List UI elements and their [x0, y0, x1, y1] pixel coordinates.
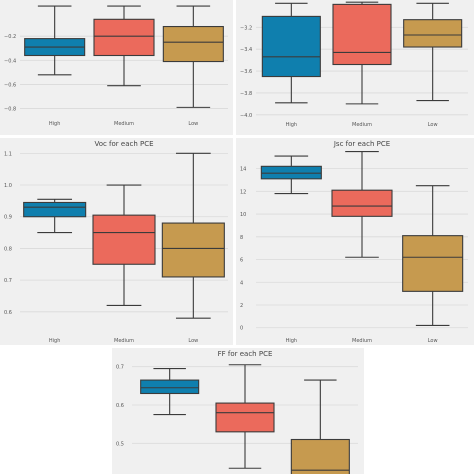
chart-panel-top-right: −3.2 −3.4 −3.6 −3.8 −4.0 High Medium Low	[236, 0, 474, 135]
box-high-ff	[140, 368, 200, 416]
chart-title: Voc for each PCE	[94, 140, 153, 148]
y-tick-label: 4	[240, 280, 243, 286]
box-high-tl	[24, 5, 86, 76]
box-low-ff	[290, 379, 350, 474]
box-medium-ff	[215, 364, 275, 469]
box-medium-jsc	[331, 150, 393, 258]
y-tick-label: −3.4	[240, 47, 252, 53]
x-tick-label: High	[49, 338, 61, 344]
x-tick-label: Low	[428, 338, 438, 344]
y-tick-label: 0.5	[116, 441, 124, 447]
box-medium-tl	[93, 5, 155, 87]
box-high-jsc	[260, 155, 322, 195]
iqr-box	[140, 379, 200, 395]
chart-panel-jsc: 0 2 4 6 8 10 12 14 Jsc for each PCE High Medium Low	[236, 138, 474, 345]
y-tick-label: −0.2	[4, 34, 16, 40]
x-tick-label: Low	[188, 338, 198, 344]
box-low-tl	[162, 5, 224, 108]
chart-panel-voc: 0.6 0.7 0.8 0.9 1.0 1.1 Voc for each PCE High Me…	[0, 138, 233, 345]
chart-panel-top-left: −0.2 −0.4 −0.6 −0.8 High Medium Low	[0, 0, 233, 135]
chart-title: FF for each PCE	[218, 350, 273, 358]
x-tick-label: High	[286, 338, 298, 344]
x-tick-label: High	[49, 121, 61, 127]
y-tick-label: −3.8	[240, 91, 252, 97]
chart-panel-ff: 0.5 0.6 0.7 FF for each PCE	[112, 348, 364, 474]
box-high-tr	[261, 2, 321, 104]
x-tick-label: Low	[428, 122, 438, 128]
x-tick-label: High	[286, 122, 298, 128]
box-high-voc	[23, 198, 87, 234]
y-tick-label: −0.8	[4, 107, 16, 113]
y-tick-label: −3.6	[240, 69, 252, 75]
y-tick-label: −0.4	[4, 58, 16, 64]
y-tick-label: −3.2	[240, 25, 252, 31]
iqr-box	[23, 201, 87, 218]
chart-title: Jsc for each PCE	[333, 140, 390, 148]
y-tick-label: 10	[240, 212, 246, 218]
box-low-jsc	[402, 185, 464, 327]
x-tick-label: Low	[188, 121, 198, 127]
chart-svg-top-right: −3.2 −3.4 −3.6 −3.8 −4.0 High Medium Low	[240, 1, 468, 128]
box-medium-voc	[92, 184, 156, 307]
chart-svg-jsc: 0 2 4 6 8 10 12 14 Jsc for each PCE High Medium Low	[240, 140, 468, 344]
iqr-box	[260, 165, 322, 180]
iqr-box	[332, 3, 392, 66]
iqr-box	[290, 438, 350, 474]
y-tick-label: 0.7	[116, 365, 124, 371]
iqr-box	[93, 18, 155, 57]
iqr-box	[215, 402, 275, 433]
y-tick-label: 0.6	[116, 403, 124, 409]
iqr-box	[403, 19, 463, 48]
chart-svg-top-left: −0.2 −0.4 −0.6 −0.8 High Medium Low	[4, 5, 228, 127]
y-tick-label: 8	[240, 235, 243, 241]
iqr-box	[161, 222, 225, 278]
y-tick-label: 0.6	[4, 310, 12, 316]
iqr-box	[92, 214, 156, 265]
chart-svg-ff: 0.5 0.6 0.7 FF for each PCE	[116, 350, 358, 474]
box-medium-tr	[332, 1, 392, 105]
y-tick-label: 2	[240, 303, 243, 309]
y-tick-label: 0.8	[4, 246, 12, 252]
iqr-box	[402, 235, 464, 292]
y-tick-label: 6	[240, 258, 243, 264]
x-tick-label: Medium	[114, 338, 134, 344]
x-tick-label: Medium	[352, 338, 372, 344]
y-tick-label: −4.0	[240, 113, 252, 119]
y-tick-label: −0.6	[4, 82, 16, 88]
y-tick-label: 1.0	[4, 183, 12, 189]
y-tick-label: 0.9	[4, 215, 12, 221]
y-tick-label: 12	[240, 189, 246, 195]
y-tick-label: 14	[240, 167, 246, 173]
y-tick-label: 0.7	[4, 278, 12, 284]
box-low-tr	[403, 2, 463, 102]
chart-svg-voc: 0.6 0.7 0.8 0.9 1.0 1.1 Voc for each PCE High Me…	[4, 140, 228, 344]
y-tick-label: 0	[240, 326, 243, 332]
x-tick-label: Medium	[114, 121, 134, 127]
y-tick-label: 1.1	[4, 151, 12, 157]
iqr-box	[162, 25, 224, 63]
x-tick-label: Medium	[352, 122, 372, 128]
iqr-box	[331, 189, 393, 217]
box-low-voc	[161, 152, 225, 319]
iqr-box	[261, 15, 321, 78]
